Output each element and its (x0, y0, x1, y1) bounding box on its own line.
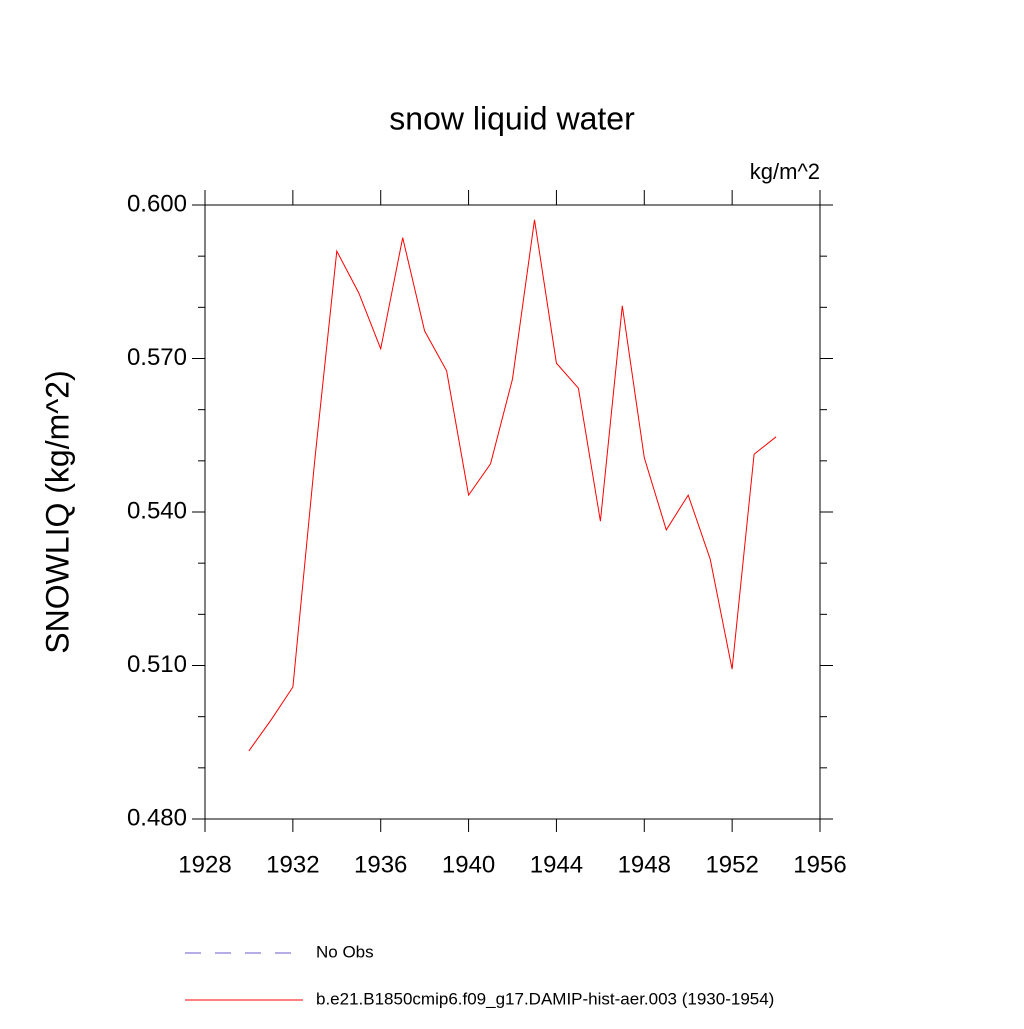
x-tick-label: 1944 (530, 851, 583, 878)
y-tick-label: 0.540 (127, 497, 187, 524)
x-tick-label: 1940 (442, 851, 495, 878)
legend-label: b.e21.B1850cmip6.f09_g17.DAMIP-hist-aer.… (316, 989, 774, 1008)
y-axis-label: SNOWLIQ (kg/m^2) (39, 370, 75, 653)
x-tick-label: 1932 (266, 851, 319, 878)
units-label: kg/m^2 (750, 159, 820, 184)
x-tick-label: 1928 (178, 851, 231, 878)
x-tick-label: 1936 (354, 851, 407, 878)
y-tick-label: 0.570 (127, 344, 187, 371)
y-tick-label: 0.480 (127, 804, 187, 831)
x-tick-label: 1952 (705, 851, 758, 878)
data-line (248, 219, 777, 752)
legend-label: No Obs (316, 942, 374, 961)
y-tick-label: 0.510 (127, 651, 187, 678)
chart-title: snow liquid water (389, 100, 635, 136)
y-tick-label: 0.600 (127, 190, 187, 217)
x-tick-label: 1956 (793, 851, 846, 878)
x-tick-label: 1948 (618, 851, 671, 878)
